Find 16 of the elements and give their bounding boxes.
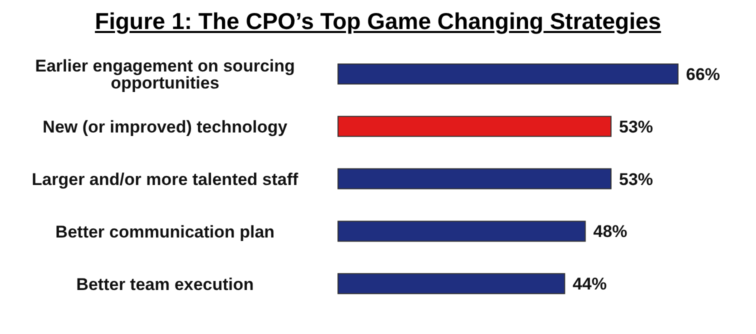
y-tick-label: Better communication plan [55,222,275,242]
bar [338,220,586,242]
data-label: 66% [686,65,720,84]
bar [338,64,678,84]
bar [338,273,566,294]
data-label: 48% [593,222,628,242]
bar [338,116,612,137]
y-tick-label: New (or improved) technology [42,118,288,137]
y-tick-label: Larger and/or more talented staff [32,170,299,190]
y-tick-label: Earlier engagement on sourcing opportunities [35,56,295,93]
data-label: 53% [619,170,654,189]
chart-title: Figure 1: The CPO’s Top Game Changing Strategies [94,8,662,36]
data-label: 44% [572,274,607,294]
data-label: 53% [619,117,654,136]
bar [338,168,612,190]
y-tick-label: Better team execution [76,274,254,294]
